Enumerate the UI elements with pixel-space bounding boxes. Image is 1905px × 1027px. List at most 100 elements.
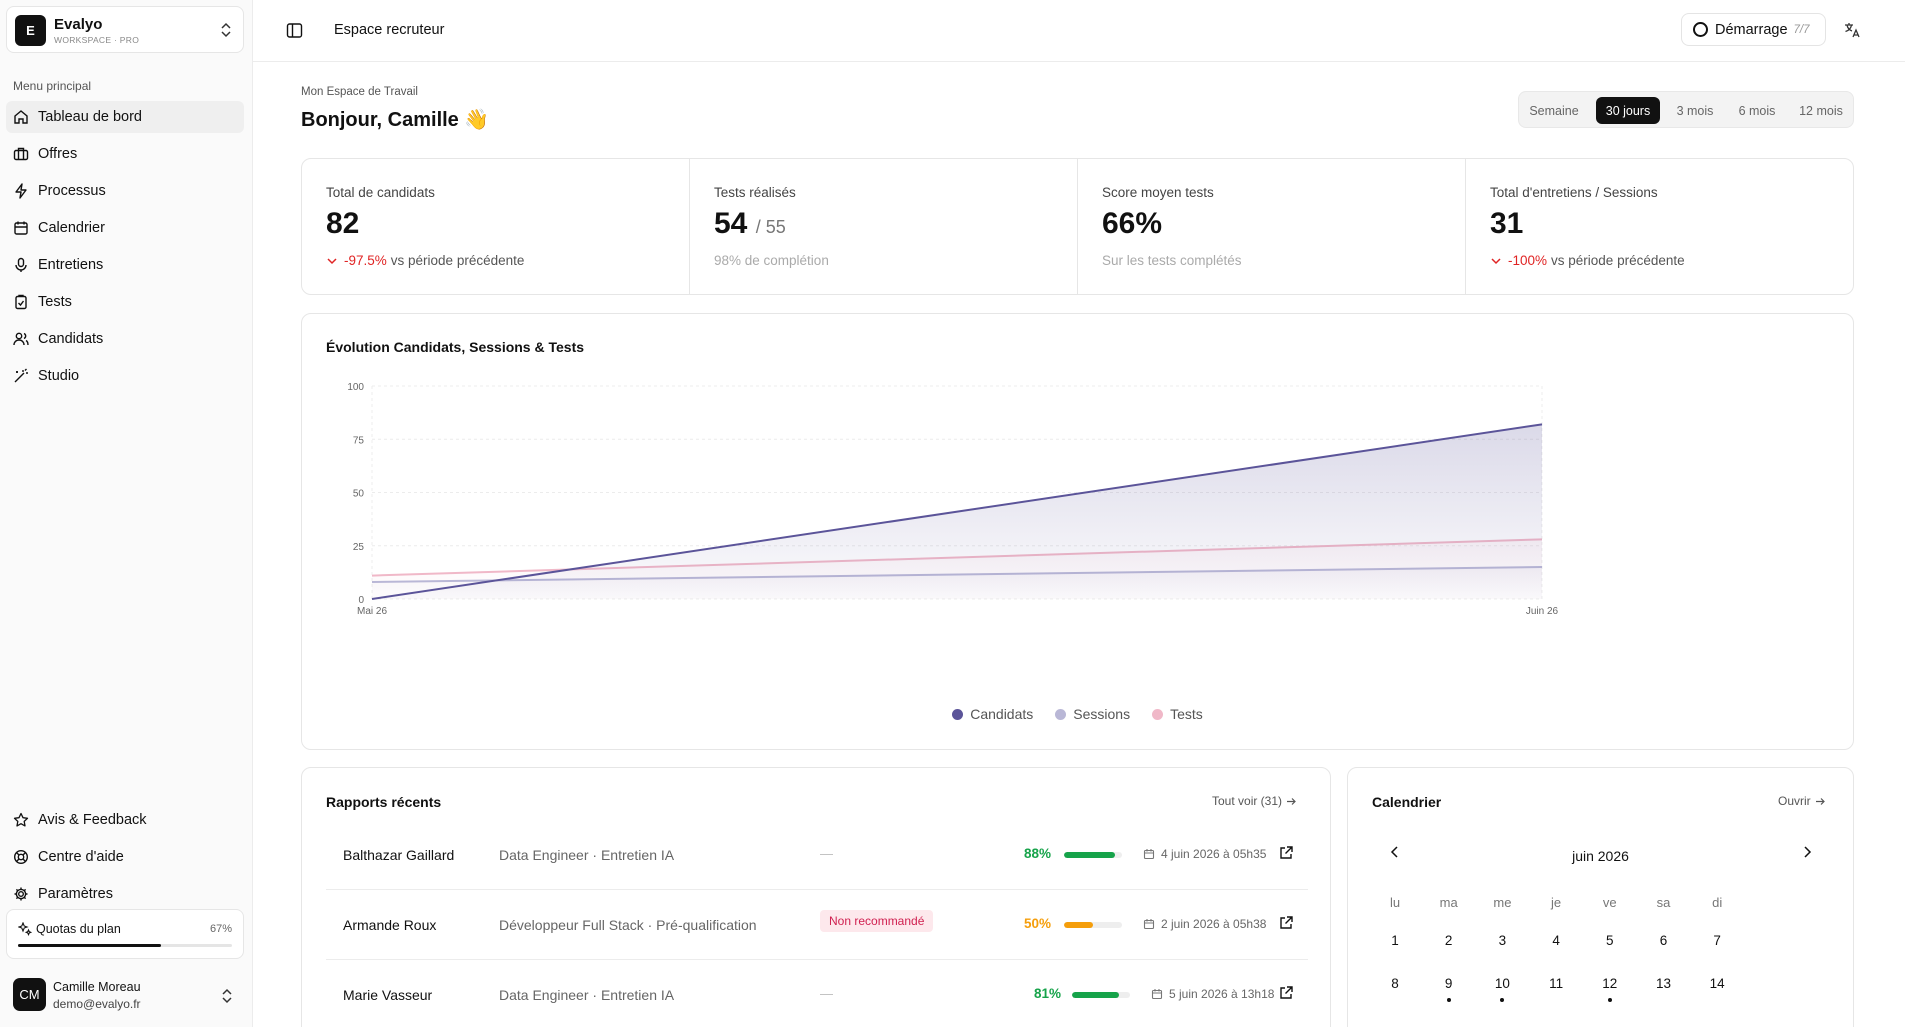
sidebar-item-feedback[interactable]: Avis & Feedback: [6, 804, 244, 836]
sidebar-item-tests[interactable]: Tests: [6, 286, 244, 318]
clipboard-check-icon: [15, 294, 27, 310]
sidebar-item-help[interactable]: Centre d'aide: [6, 841, 244, 873]
calendar-event-dot: [1500, 998, 1505, 1002]
range-option-week[interactable]: Semaine: [1529, 103, 1579, 118]
legend-label: Sessions: [1073, 706, 1131, 722]
calendar-day[interactable]: 9: [1444, 976, 1453, 991]
chevron-left-icon[interactable]: [1388, 845, 1402, 859]
legend-item-sessions[interactable]: Sessions: [1055, 706, 1130, 722]
sidebar-item-calendrier[interactable]: Calendrier: [6, 212, 244, 244]
link-label: Tout voir (31): [1212, 794, 1283, 808]
range-option-6-months[interactable]: 6 mois: [1738, 103, 1776, 118]
gear-icon: [14, 887, 28, 901]
sidebar-item-label: Paramètres: [38, 886, 113, 902]
stat-card-candidates: Total de candidats 82 -97.5% vs période …: [302, 159, 690, 294]
chart-title: Évolution Candidats, Sessions & Tests: [326, 339, 585, 355]
stat-label: Total de candidats: [326, 185, 435, 200]
calendar-title: Calendrier: [1372, 794, 1442, 810]
score-value: 88%: [1024, 846, 1052, 861]
stat-value: 31: [1490, 207, 1524, 240]
calendar-day[interactable]: 12: [1602, 976, 1618, 991]
stat-card-interviews: Total d'entretiens / Sessions 31 -100% v…: [1466, 159, 1853, 294]
calendar-month: juin 2026: [1572, 848, 1629, 864]
score-bar: [1064, 922, 1122, 928]
user-menu[interactable]: CM Camille Moreau demo@evalyo.fr: [6, 974, 244, 1018]
table-row[interactable]: Armande Roux Développeur Full Stack · Pr…: [326, 890, 1308, 960]
calendar-day[interactable]: 2: [1444, 933, 1453, 948]
sidebar-item-label: Avis & Feedback: [38, 812, 147, 828]
sidebar-item-studio[interactable]: Studio: [6, 360, 244, 392]
calendar-day[interactable]: 1: [1391, 933, 1399, 948]
external-link-icon[interactable]: [1278, 845, 1294, 861]
stat-value-wrap: 54 / 55: [714, 207, 786, 241]
range-option-12-months[interactable]: 12 mois: [1799, 103, 1843, 118]
external-link-icon[interactable]: [1278, 985, 1294, 1001]
legend-item-candidats[interactable]: Candidats: [952, 706, 1033, 722]
sidebar-item-offres[interactable]: Offres: [6, 138, 244, 170]
calendar-day[interactable]: 14: [1709, 976, 1725, 991]
calendar-day[interactable]: 13: [1655, 976, 1672, 991]
candidate-name: Marie Vasseur: [343, 987, 433, 1003]
stat-card-score: Score moyen tests 66% Sur les tests comp…: [1078, 159, 1466, 294]
sidebar-item-settings[interactable]: Paramètres: [6, 878, 244, 910]
stat-label: Total d'entretiens / Sessions: [1490, 185, 1658, 200]
calendar-day[interactable]: 5: [1606, 933, 1614, 948]
legend-item-tests[interactable]: Tests: [1152, 706, 1203, 722]
y-tick-label: 25: [353, 542, 365, 553]
range-option-3-months[interactable]: 3 mois: [1676, 103, 1714, 118]
sidebar-toggle-icon[interactable]: [286, 22, 303, 39]
x-tick-label: Mai 26: [357, 606, 387, 617]
stat-trend: -100% vs période précédente: [1490, 253, 1685, 268]
time-range-selector: Semaine 30 jours 3 mois 6 mois 12 mois: [1518, 91, 1854, 128]
external-link-icon[interactable]: [1278, 915, 1294, 931]
microphone-icon: [15, 257, 27, 272]
stat-value: 82: [326, 207, 360, 240]
sidebar-item-label: Candidats: [38, 331, 104, 347]
stat-foot-text: vs période précédente: [1551, 253, 1685, 268]
y-tick-label: 100: [347, 382, 364, 393]
chevron-up-down-icon: [222, 988, 232, 1004]
calendar-event-dot: [1446, 998, 1451, 1002]
zap-icon: [15, 183, 27, 199]
chevron-right-icon[interactable]: [1800, 845, 1814, 859]
score-bar-fill: [1064, 852, 1116, 858]
calendar-day[interactable]: 3: [1498, 933, 1507, 948]
calendar-day[interactable]: 7: [1713, 933, 1721, 948]
lifebuoy-icon: [13, 849, 29, 865]
see-all-reports-link[interactable]: Tout voir (31): [1212, 794, 1297, 808]
star-icon: [13, 812, 29, 827]
avatar: CM: [13, 978, 46, 1011]
onboarding-button[interactable]: Démarrage 7/7: [1681, 13, 1826, 46]
sparkles-icon: [18, 922, 32, 936]
candidate-role: Développeur Full Stack · Pré-qualificati…: [499, 917, 757, 933]
sidebar-item-dashboard[interactable]: Tableau de bord: [6, 101, 244, 133]
stat-trend: -97.5% vs période précédente: [326, 253, 524, 268]
topbar: Espace recruteur Démarrage 7/7: [253, 0, 1905, 62]
sidebar-item-entretiens[interactable]: Entretiens: [6, 249, 244, 281]
plan-quota-card[interactable]: Quotas du plan 67%: [6, 909, 244, 959]
calendar-day[interactable]: 6: [1659, 933, 1668, 948]
evolution-chart-card: Évolution Candidats, Sessions & Tests 0 2…: [301, 313, 1854, 750]
workspace-switcher[interactable]: E Evalyo WORKSPACE · PRO: [6, 6, 244, 53]
table-row[interactable]: Balthazar Gaillard Data Engineer · Entre…: [326, 820, 1308, 890]
recent-reports-card: Rapports récents Tout voir (31) Balthaza…: [301, 767, 1331, 1027]
calendar-day[interactable]: 8: [1391, 976, 1399, 991]
calendar-day[interactable]: 4: [1552, 933, 1560, 948]
sidebar-item-candidats[interactable]: Candidats: [6, 323, 244, 355]
sidebar-item-processus[interactable]: Processus: [6, 175, 244, 207]
sidebar-item-label: Processus: [38, 183, 106, 199]
stat-value-total: / 55: [755, 217, 786, 237]
sidebar-item-label: Tableau de bord: [38, 109, 142, 125]
calendar-day[interactable]: 10: [1494, 976, 1510, 991]
y-tick-label: 0: [358, 595, 364, 606]
range-option-30-days[interactable]: 30 jours: [1596, 97, 1660, 124]
date-text: 2 juin 2026 à 05h38: [1161, 917, 1267, 931]
stat-delta: -97.5%: [344, 253, 387, 268]
chevron-down-icon: [327, 257, 337, 264]
translate-icon[interactable]: [1843, 21, 1861, 39]
calendar-day[interactable]: 11: [1549, 976, 1564, 991]
calendar-weekday: je: [1551, 895, 1562, 910]
score-value: 50%: [1024, 916, 1052, 931]
table-row[interactable]: Marie Vasseur Data Engineer · Entretien …: [326, 960, 1308, 1027]
open-calendar-link[interactable]: Ouvrir: [1778, 794, 1826, 808]
